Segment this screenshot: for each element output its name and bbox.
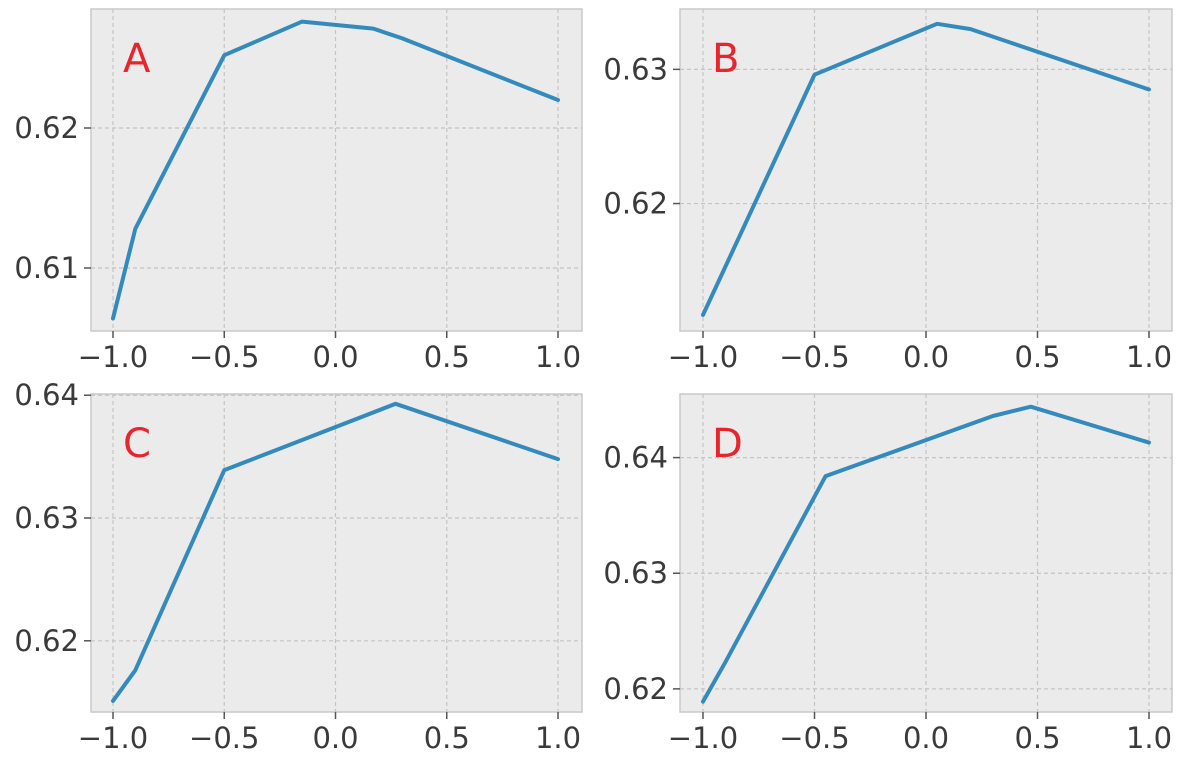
x-tick-label: 0.0 xyxy=(312,340,358,374)
y-tick-label: 0.62 xyxy=(14,111,79,145)
x-tick-label: 0.5 xyxy=(424,340,470,374)
panel-label: D xyxy=(712,421,743,467)
y-tick-label: 0.64 xyxy=(603,441,668,475)
x-tick-label: 0.0 xyxy=(312,721,358,755)
x-tick-label: −0.5 xyxy=(779,340,849,374)
x-tick-label: −1.0 xyxy=(78,721,148,755)
x-tick-label: 0.0 xyxy=(903,721,949,755)
x-tick-label: −0.5 xyxy=(189,721,259,755)
y-tick-label: 0.62 xyxy=(603,672,668,706)
x-tick-label: 1.0 xyxy=(1126,340,1172,374)
panel-c: −1.0 −0.5 0.0 0.5 1.0 0.62 0.63 0.64 C xyxy=(14,378,583,755)
plot-area xyxy=(90,8,583,332)
y-tick-label: 0.63 xyxy=(603,52,668,86)
y-tick-label: 0.62 xyxy=(603,187,668,221)
x-tick-label: 0.0 xyxy=(903,340,949,374)
x-tick-label: 0.5 xyxy=(1014,340,1060,374)
x-tick-label: −0.5 xyxy=(779,721,849,755)
y-tick-label: 0.61 xyxy=(14,251,79,285)
panel-label: C xyxy=(123,421,151,467)
y-tick-label: 0.62 xyxy=(14,624,79,658)
x-tick-label: 1.0 xyxy=(535,340,581,374)
plot-area xyxy=(90,393,583,713)
x-tick-label: 0.5 xyxy=(1014,721,1060,755)
panel-label: B xyxy=(712,36,739,82)
series-line xyxy=(111,401,560,703)
series-line xyxy=(111,19,560,321)
y-tick-label: 0.63 xyxy=(603,556,668,590)
x-tick-label: 0.5 xyxy=(424,721,470,755)
series-line xyxy=(701,404,1151,704)
x-tick-label: −0.5 xyxy=(189,340,259,374)
x-tick-label: −1.0 xyxy=(78,340,148,374)
x-tick-label: 1.0 xyxy=(535,721,581,755)
x-tick-label: −1.0 xyxy=(668,340,738,374)
panel-d: −1.0 −0.5 0.0 0.5 1.0 0.62 0.63 0.64 D xyxy=(603,393,1173,755)
y-tick-label: 0.64 xyxy=(14,378,79,412)
panel-b: −1.0 −0.5 0.0 0.5 1.0 0.62 0.63 B xyxy=(603,8,1173,374)
series-line xyxy=(701,21,1151,317)
x-tick-label: 1.0 xyxy=(1126,721,1172,755)
x-tick-label: −1.0 xyxy=(668,721,738,755)
panel-a: −1.0 −0.5 0.0 0.5 1.0 0.61 0.62 A xyxy=(14,8,583,374)
y-tick-label: 0.63 xyxy=(14,501,79,535)
panel-label: A xyxy=(123,36,151,82)
